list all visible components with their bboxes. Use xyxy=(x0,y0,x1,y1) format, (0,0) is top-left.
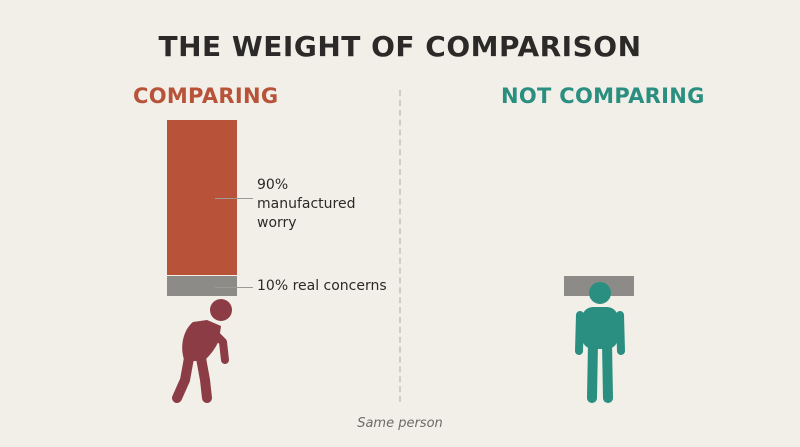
not-comparing-heading: NOT COMPARING xyxy=(501,84,705,108)
real-concerns-leader-line xyxy=(215,287,253,288)
real-concerns-label: 10% real concerns xyxy=(257,278,387,294)
comparing-heading: COMPARING xyxy=(133,84,279,108)
worry-leader-line xyxy=(215,198,253,199)
page-title: THE WEIGHT OF COMPARISON xyxy=(158,30,642,63)
stooped-person-icon xyxy=(163,298,243,408)
center-divider xyxy=(399,90,401,402)
manufactured-worry-block xyxy=(167,120,237,275)
manufactured-worry-label: 90% manufactured worry xyxy=(257,177,356,231)
same-person-caption: Same person xyxy=(357,416,443,431)
real-concerns-block xyxy=(167,276,237,296)
standing-person-icon xyxy=(568,281,632,409)
